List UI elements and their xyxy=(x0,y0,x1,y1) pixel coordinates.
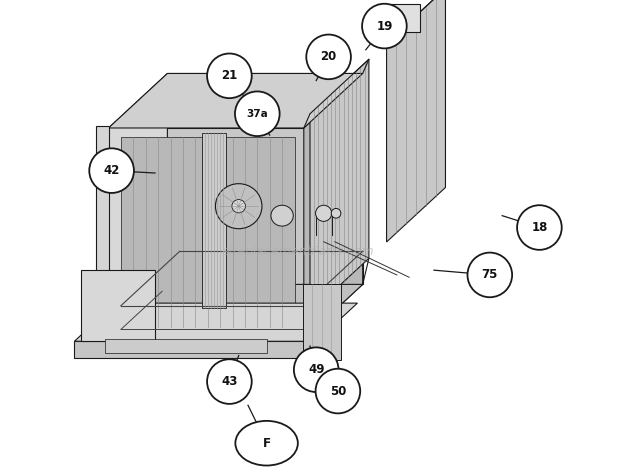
Polygon shape xyxy=(74,303,357,341)
Polygon shape xyxy=(105,339,267,353)
Polygon shape xyxy=(108,73,363,128)
Polygon shape xyxy=(202,133,226,308)
Polygon shape xyxy=(310,59,369,114)
Ellipse shape xyxy=(89,148,134,193)
Text: 19: 19 xyxy=(376,19,392,33)
Ellipse shape xyxy=(306,35,351,79)
Text: 49: 49 xyxy=(308,363,324,376)
Polygon shape xyxy=(387,0,445,242)
Ellipse shape xyxy=(517,205,562,250)
Polygon shape xyxy=(167,73,363,284)
Polygon shape xyxy=(81,270,155,341)
Polygon shape xyxy=(108,284,363,339)
Text: 42: 42 xyxy=(104,164,120,177)
Ellipse shape xyxy=(331,209,341,218)
Text: 50: 50 xyxy=(330,384,346,398)
Ellipse shape xyxy=(316,205,332,221)
Polygon shape xyxy=(96,126,108,351)
Ellipse shape xyxy=(294,347,339,392)
Text: 75: 75 xyxy=(482,268,498,282)
Ellipse shape xyxy=(207,359,252,404)
Text: 18: 18 xyxy=(531,221,547,234)
Polygon shape xyxy=(74,341,316,358)
Polygon shape xyxy=(304,73,363,339)
Ellipse shape xyxy=(207,54,252,98)
Text: 20: 20 xyxy=(321,50,337,64)
Ellipse shape xyxy=(316,369,360,413)
Ellipse shape xyxy=(216,184,262,229)
Text: 21: 21 xyxy=(221,69,237,82)
Text: eReplacementParts.com: eReplacementParts.com xyxy=(221,245,374,258)
Ellipse shape xyxy=(362,4,407,48)
Polygon shape xyxy=(303,284,341,360)
Polygon shape xyxy=(108,128,304,339)
Ellipse shape xyxy=(271,205,293,226)
Polygon shape xyxy=(387,0,445,43)
Ellipse shape xyxy=(236,421,298,465)
Ellipse shape xyxy=(232,200,246,213)
Ellipse shape xyxy=(235,91,280,136)
Text: 43: 43 xyxy=(221,375,237,388)
Polygon shape xyxy=(310,59,369,313)
Polygon shape xyxy=(108,73,167,339)
Polygon shape xyxy=(377,3,420,32)
Ellipse shape xyxy=(467,253,512,297)
Text: 37a: 37a xyxy=(246,109,268,119)
Polygon shape xyxy=(121,137,294,327)
Text: F: F xyxy=(263,437,270,450)
